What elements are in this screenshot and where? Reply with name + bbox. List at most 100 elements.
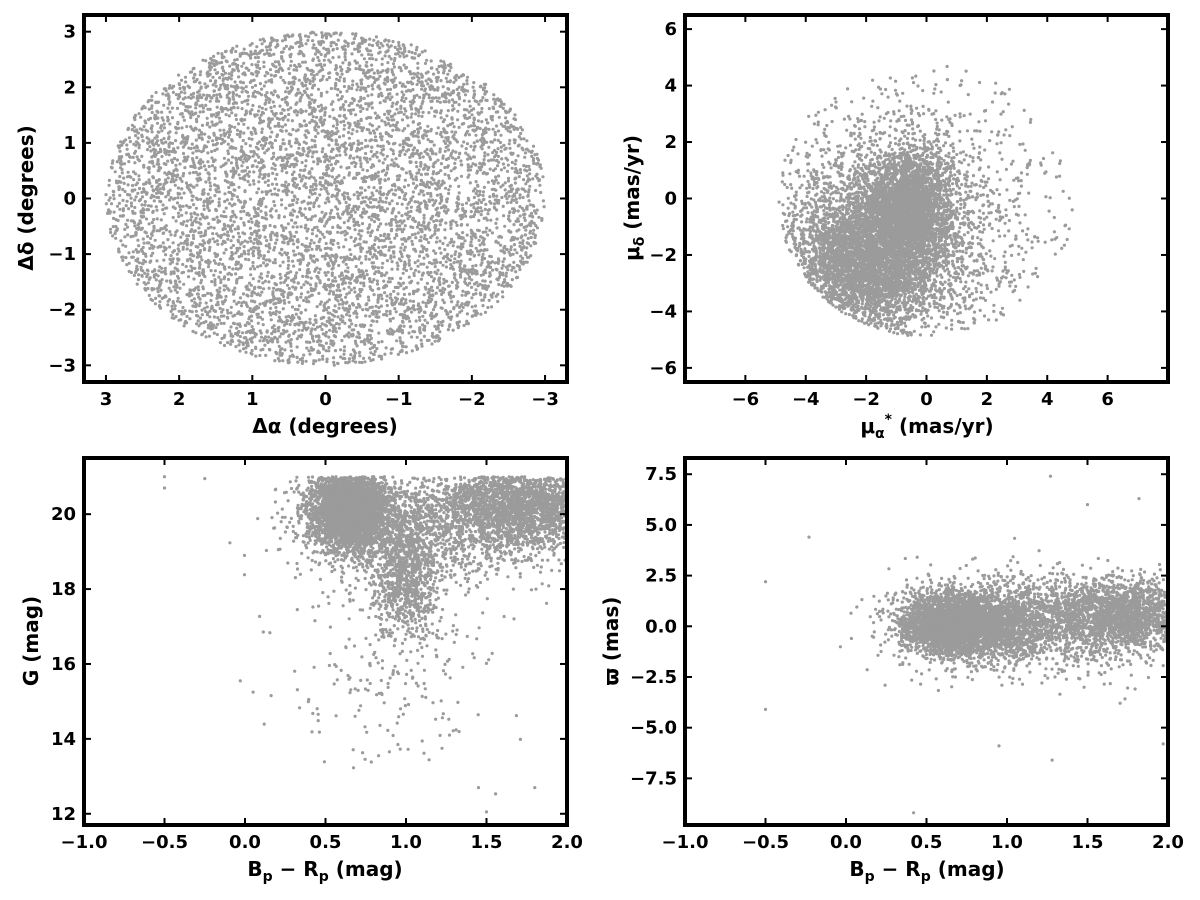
scatter-point <box>286 266 290 270</box>
scatter-point <box>218 128 222 132</box>
scatter-point <box>204 229 208 233</box>
scatter-point <box>315 325 320 329</box>
scatter-point <box>494 110 498 114</box>
scatter-point <box>403 152 407 156</box>
scatter-point <box>279 155 283 159</box>
scatter-point <box>352 141 356 145</box>
scatter-point <box>306 248 310 252</box>
scatter-point <box>233 58 237 62</box>
scatter-point <box>208 315 212 319</box>
scatter-point <box>242 47 246 51</box>
scatter-point <box>524 147 529 151</box>
scatter-point <box>381 200 385 204</box>
scatter-point <box>162 103 166 107</box>
scatter-point <box>363 342 367 346</box>
scatter-point <box>362 57 366 61</box>
scatter-point <box>472 141 476 145</box>
scatter-point <box>370 43 375 48</box>
scatter-point <box>501 295 505 299</box>
scatter-point <box>457 320 461 324</box>
scatter-point <box>325 78 329 82</box>
scatter-point <box>162 162 166 166</box>
scatter-point <box>184 80 188 84</box>
scatter-point <box>296 245 300 249</box>
scatter-point <box>397 257 401 261</box>
scatter-point <box>377 115 381 120</box>
scatter-point <box>366 230 370 234</box>
scatter-point <box>171 300 175 304</box>
scatter-point <box>155 139 160 143</box>
scatter-point <box>241 292 246 296</box>
scatter-point <box>442 100 446 104</box>
scatter-point <box>250 137 254 141</box>
scatter-point <box>264 45 268 49</box>
scatter-point <box>503 188 507 192</box>
scatter-point <box>442 181 446 185</box>
scatter-point <box>299 168 303 172</box>
scatter-point <box>194 102 198 106</box>
scatter-point <box>306 263 310 267</box>
scatter-point <box>367 43 371 47</box>
scatter-point <box>366 94 370 98</box>
scatter-point <box>415 335 419 339</box>
scatter-point <box>212 63 216 68</box>
scatter-point <box>358 360 362 364</box>
scatter-point <box>177 243 181 247</box>
scatter-point <box>229 107 233 112</box>
scatter-point <box>412 72 416 76</box>
scatter-point <box>201 160 205 164</box>
scatter-point <box>438 149 442 154</box>
scatter-point <box>134 172 138 176</box>
scatter-point <box>342 352 346 356</box>
scatter-point <box>403 245 407 249</box>
scatter-point <box>209 306 213 311</box>
scatter-point <box>250 85 255 89</box>
scatter-point <box>182 241 186 245</box>
scatter-point <box>469 215 473 219</box>
scatter-point <box>527 199 531 203</box>
scatter-point <box>253 159 257 163</box>
scatter-point <box>453 257 457 261</box>
scatter-point <box>178 86 182 90</box>
scatter-point <box>295 296 299 300</box>
scatter-point <box>268 68 273 72</box>
scatter-point <box>142 251 146 256</box>
scatter-point <box>419 239 423 243</box>
scatter-point <box>182 324 186 328</box>
scatter-point <box>202 93 206 97</box>
scatter-point <box>176 196 180 200</box>
scatter-point <box>297 45 301 49</box>
scatter-point <box>372 220 377 224</box>
scatter-point <box>182 282 186 286</box>
scatter-point <box>313 52 318 56</box>
scatter-point <box>434 187 438 191</box>
scatter-point <box>249 319 254 323</box>
scatter-point <box>262 287 266 291</box>
scatter-point <box>198 242 202 246</box>
scatter-point <box>243 232 247 236</box>
scatter-point <box>494 124 499 128</box>
scatter-point <box>370 319 374 323</box>
scatter-point <box>359 214 363 218</box>
scatter-point <box>426 124 430 128</box>
scatter-point <box>251 154 255 158</box>
scatter-point <box>135 282 139 286</box>
scatter-point <box>342 221 346 225</box>
scatter-point <box>486 153 490 157</box>
scatter-point <box>133 198 137 202</box>
scatter-point <box>188 171 192 175</box>
scatter-point <box>276 329 281 333</box>
scatter-point <box>257 155 261 159</box>
scatter-point <box>188 70 192 74</box>
scatter-point <box>256 60 260 64</box>
scatter-point <box>270 130 274 134</box>
scatter-point <box>424 227 428 231</box>
scatter-point <box>242 221 246 225</box>
scatter-point <box>277 315 281 319</box>
scatter-point <box>490 305 494 309</box>
scatter-point <box>495 217 499 221</box>
scatter-point <box>265 70 269 74</box>
scatter-point <box>496 261 500 265</box>
scatter-point <box>348 318 352 322</box>
scatter-point <box>527 149 531 153</box>
